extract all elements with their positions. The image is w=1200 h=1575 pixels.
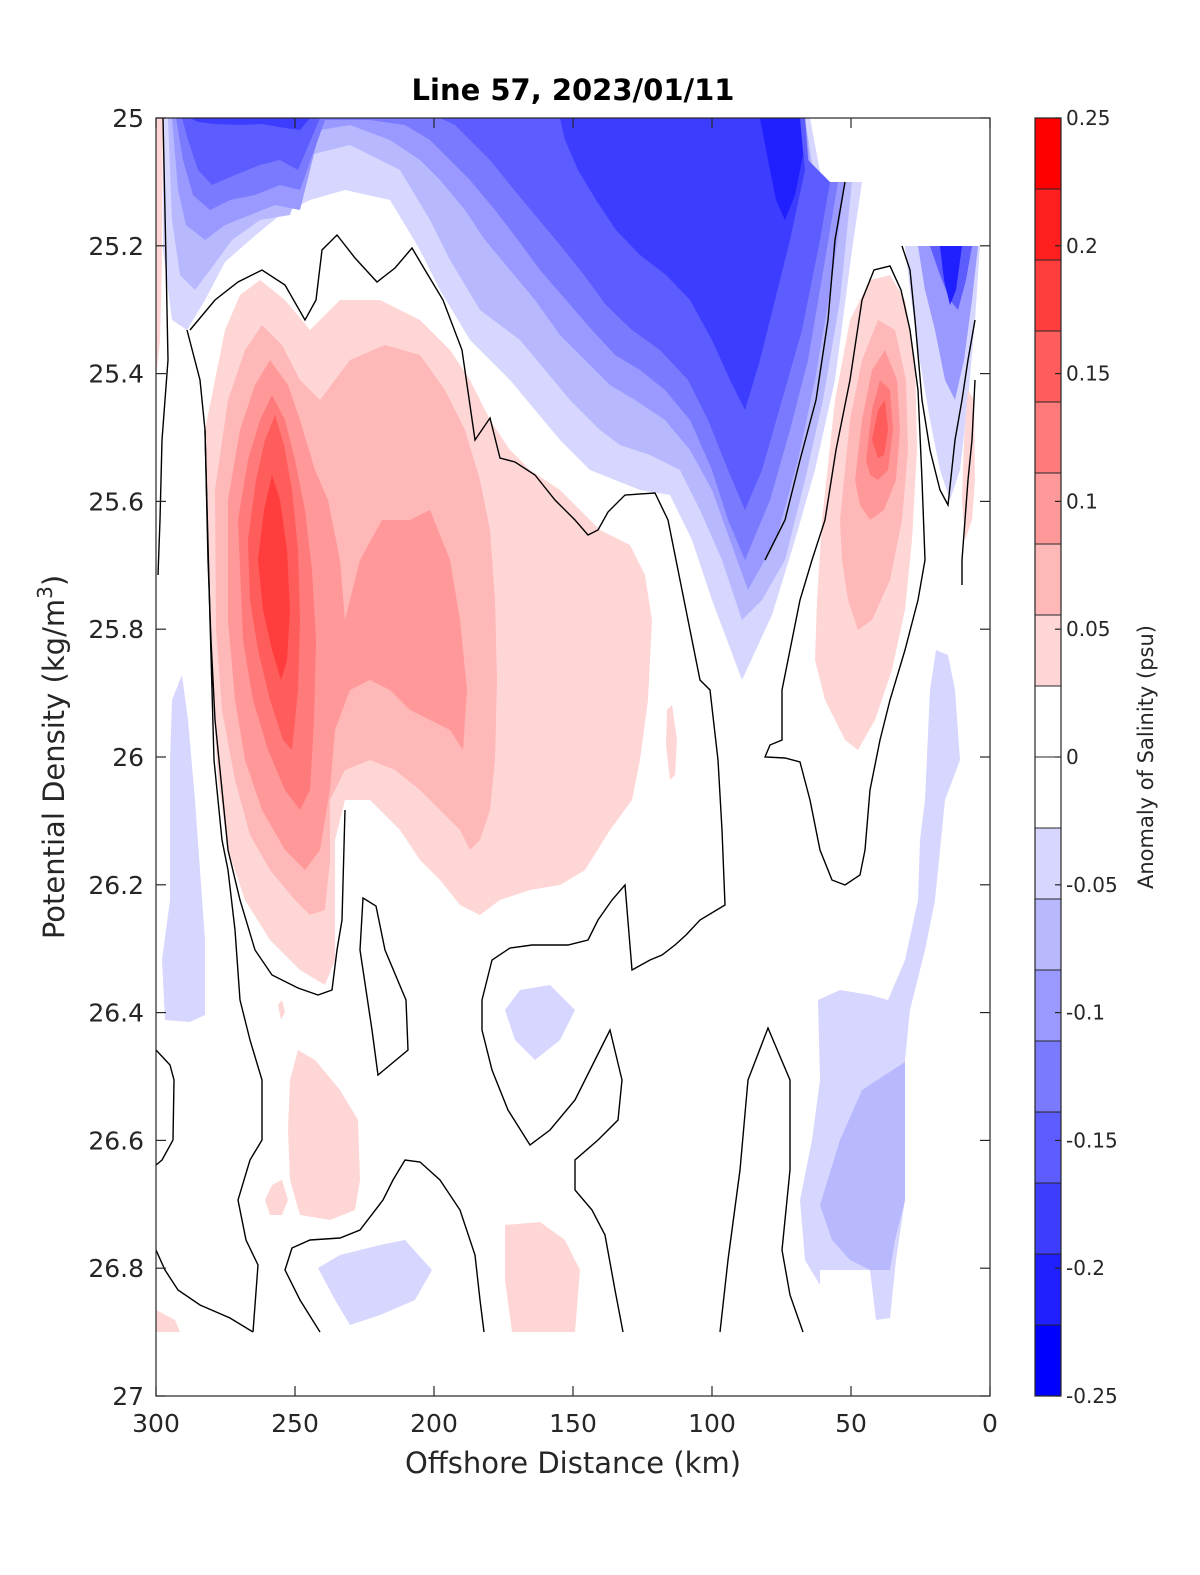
y-tick-label: 27	[112, 1382, 144, 1411]
y-axis-title: Potential Density (kg/m3)	[33, 575, 71, 939]
colorbar-segment	[1035, 1254, 1061, 1325]
colorbar-title: Anomaly of Salinity (psu)	[1134, 625, 1158, 889]
colorbar-tick-label: -0.15	[1066, 1128, 1118, 1152]
y-tick-label: 25	[112, 104, 144, 133]
y-axis-ticks: 25 25.2 25.4 25.6 25.8 26 26.2 26.4 26.6 26.8 27	[88, 104, 990, 1411]
colorbar-segment	[1035, 1325, 1061, 1396]
colorbar-tick-label: -0.05	[1066, 873, 1118, 897]
zero-contour-deep-edge	[156, 1049, 175, 1166]
neg-band-level-6	[560, 118, 805, 410]
y-tick-label: 26.4	[88, 999, 144, 1028]
pos-patch-110	[666, 705, 677, 780]
colorbar-tick-label: -0.1	[1066, 1001, 1105, 1025]
pos-core-level-6	[258, 475, 290, 680]
zero-contour-deep-lobe	[719, 1026, 804, 1333]
zero-contour-nearshore	[763, 265, 926, 886]
y-tick-label: 25.8	[88, 615, 144, 644]
y-tick-label: 25.4	[88, 360, 144, 389]
zero-contour-deep-lower	[284, 1159, 485, 1333]
x-tick-label: 250	[271, 1409, 319, 1438]
x-axis-title: Offshore Distance (km)	[405, 1446, 741, 1480]
neg-coastal-level-7	[940, 246, 962, 305]
pos-coastal-strip	[962, 390, 975, 540]
colorbar-segment	[1035, 402, 1061, 473]
y-axis-title-close: )	[37, 575, 71, 586]
contour-fills	[156, 118, 980, 1332]
neg-offshore-level-6	[190, 118, 310, 130]
colorbar-tick-label: 0.25	[1066, 106, 1111, 130]
colorbar-segment	[1035, 1112, 1061, 1183]
pos-nearshore-level-5	[872, 400, 888, 458]
colorbar-segment	[1035, 1183, 1061, 1254]
y-axis-title-superscript: 3	[33, 586, 57, 599]
colorbar-segment	[1035, 260, 1061, 331]
colorbar-segment	[1035, 828, 1061, 899]
zero-contour-main	[189, 233, 726, 1333]
pos-patch-255-dot	[278, 1000, 285, 1020]
colorbar-tick-label: 0.1	[1066, 489, 1098, 513]
y-tick-label: 25.2	[88, 232, 144, 261]
colorbar-tick-label: -0.25	[1066, 1384, 1118, 1408]
colorbar-segment	[1035, 757, 1061, 828]
zero-contour-edge	[157, 118, 169, 576]
x-tick-label: 50	[835, 1409, 867, 1438]
colorbar: 0.25 0.2 0.15 0.1 0.05 0 -0.05 -0.1 -0.15 -0.2 -0.…	[1034, 106, 1118, 1408]
neg-deep-edge	[162, 675, 205, 1022]
zero-contour-surface-right	[764, 181, 846, 561]
colorbar-segment	[1035, 970, 1061, 1041]
y-tick-label: 26.8	[88, 1254, 144, 1283]
y-tick-label: 26.6	[88, 1126, 144, 1155]
zero-contour-deep-left	[204, 429, 263, 1333]
zero-contour-lines	[156, 118, 976, 1333]
zero-contour-coastal	[901, 245, 976, 508]
pos-patch-150	[568, 680, 603, 800]
pos-patch-deep-235	[288, 1050, 360, 1220]
x-tick-label: 150	[549, 1409, 597, 1438]
colorbar-tick-label: 0.2	[1066, 234, 1098, 258]
colorbar-tick-label: 0	[1066, 745, 1079, 769]
zero-contour-coastal-2	[961, 379, 976, 585]
y-tick-label: 25.6	[88, 487, 144, 516]
colorbar-segment	[1035, 189, 1061, 260]
colorbar-segment	[1035, 899, 1061, 970]
colorbar-tick-label: 0.05	[1066, 617, 1111, 641]
x-tick-label: 300	[132, 1409, 180, 1438]
neg-patch-170	[505, 985, 575, 1060]
x-tick-label: 200	[410, 1409, 458, 1438]
colorbar-segment	[1035, 615, 1061, 686]
x-axis-ticks: 300 250 200 150 100 50 0	[132, 118, 998, 1438]
pos-patch-deep-260	[265, 1180, 288, 1215]
y-tick-label: 26.2	[88, 871, 144, 900]
colorbar-segment	[1035, 331, 1061, 402]
neg-patch-deep-220	[318, 1240, 432, 1325]
colorbar-tick-label: 0.15	[1066, 362, 1111, 386]
y-tick-label: 26	[112, 743, 144, 772]
pos-patch-deep-165	[505, 1222, 580, 1332]
neg-deep-right-level-2	[820, 1062, 905, 1270]
zero-contour-mid-loop	[359, 896, 409, 1077]
colorbar-segment	[1035, 118, 1061, 189]
x-tick-label: 100	[688, 1409, 736, 1438]
colorbar-segment	[1035, 544, 1061, 615]
colorbar-tick-label: -0.2	[1066, 1256, 1105, 1280]
pos-edge-strip	[156, 118, 163, 380]
colorbar-segment	[1035, 1041, 1061, 1112]
x-tick-label: 0	[982, 1409, 998, 1438]
y-axis-title-main: Potential Density (kg/m	[37, 599, 71, 939]
pos-patch-deep-edge	[156, 1310, 180, 1332]
zero-contour-bottom-edge	[156, 1249, 254, 1333]
neg-band-level-7	[760, 118, 803, 220]
colorbar-segment	[1035, 686, 1061, 757]
colorbar-segment	[1035, 473, 1061, 544]
chart-title: Line 57, 2023/01/11	[412, 73, 735, 107]
